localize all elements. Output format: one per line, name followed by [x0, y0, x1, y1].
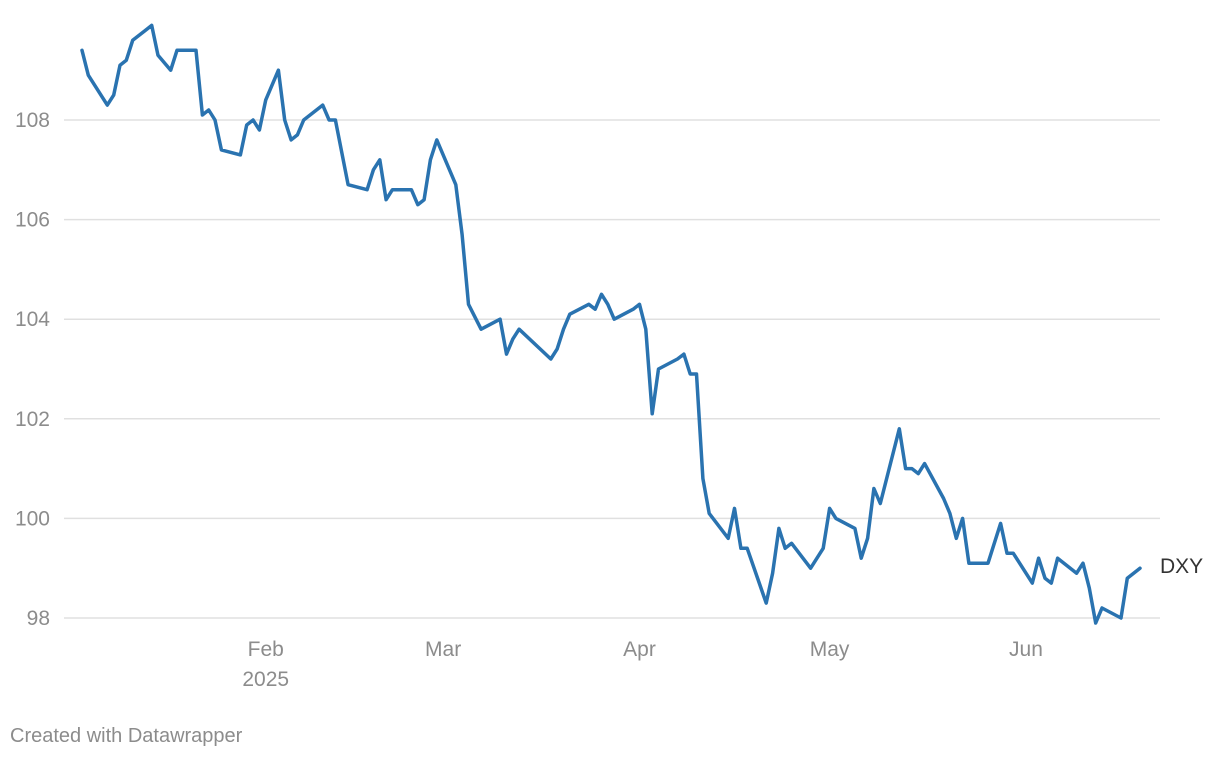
y-tick-label: 100	[15, 507, 50, 530]
y-axis-tick-labels: 98 100 102 104 106 108	[15, 109, 50, 630]
credit-footer: Created with Datawrapper	[10, 725, 243, 747]
series-label-dxy: DXY	[1160, 555, 1203, 578]
y-tick-label: 98	[27, 607, 50, 630]
x-tick-label: Feb	[248, 638, 284, 661]
y-tick-label: 102	[15, 408, 50, 431]
x-tick-label: Apr	[623, 638, 656, 661]
series-lines	[80, 23, 1142, 625]
y-tick-label: 108	[15, 109, 50, 132]
y-tick-label: 104	[15, 308, 50, 331]
x-tick-label: Jun	[1009, 638, 1043, 661]
x-axis-tick-labels: Feb 2025 Mar Apr May Jun	[242, 638, 1043, 691]
x-tick-sublabel: 2025	[242, 668, 289, 691]
y-tick-label: 106	[15, 209, 50, 232]
series-line-dxy	[80, 23, 1142, 625]
x-tick-label: Mar	[425, 638, 461, 661]
x-tick-label: May	[810, 638, 850, 661]
gridlines	[64, 119, 1160, 619]
series-labels: DXY	[1160, 555, 1203, 578]
